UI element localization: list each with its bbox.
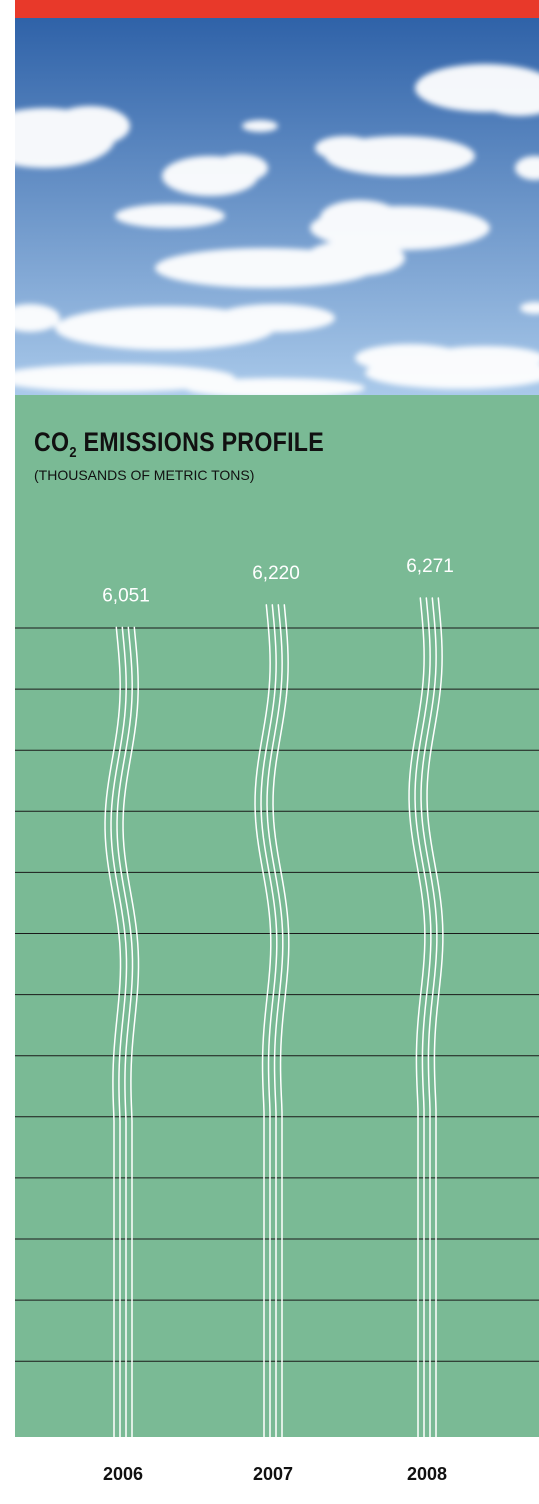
title-prefix: CO xyxy=(34,427,70,457)
bar-strand xyxy=(260,604,278,1438)
bar-strand xyxy=(116,626,134,1438)
title-subscript: 2 xyxy=(69,444,77,461)
year-label-2008: 2008 xyxy=(406,1464,448,1484)
bar-strand xyxy=(408,597,426,1438)
bar-2008 xyxy=(408,597,444,1438)
bar-strand xyxy=(414,597,432,1438)
bar-strand xyxy=(254,604,272,1438)
bar-strand xyxy=(420,597,438,1438)
bar-2006 xyxy=(104,626,140,1438)
chart-panel: CO2 EMISSIONS PROFILE (THOUSANDS OF METR… xyxy=(15,395,539,1437)
header-accent-bar xyxy=(15,0,539,18)
bar-2007 xyxy=(254,604,290,1438)
bar-strand xyxy=(122,626,140,1438)
chart-title: CO2 EMISSIONS PROFILE xyxy=(34,427,324,461)
value-label-2008: 6,271 xyxy=(406,556,454,577)
title-rest: EMISSIONS PROFILE xyxy=(76,427,324,457)
bar-strand xyxy=(426,597,444,1438)
value-label-2007: 6,220 xyxy=(252,563,300,584)
value-label-2006: 6,051 xyxy=(102,585,150,606)
bar-strand xyxy=(266,604,284,1438)
bar-strand xyxy=(272,604,290,1438)
bar-strand xyxy=(104,626,122,1438)
year-label-2007: 2007 xyxy=(252,1464,294,1484)
sky-image xyxy=(15,18,539,395)
year-label-2006: 2006 xyxy=(102,1464,144,1484)
bar-strand xyxy=(110,626,128,1438)
chart-subtitle: (THOUSANDS OF METRIC TONS) xyxy=(34,467,255,483)
sky-photo xyxy=(15,18,539,395)
